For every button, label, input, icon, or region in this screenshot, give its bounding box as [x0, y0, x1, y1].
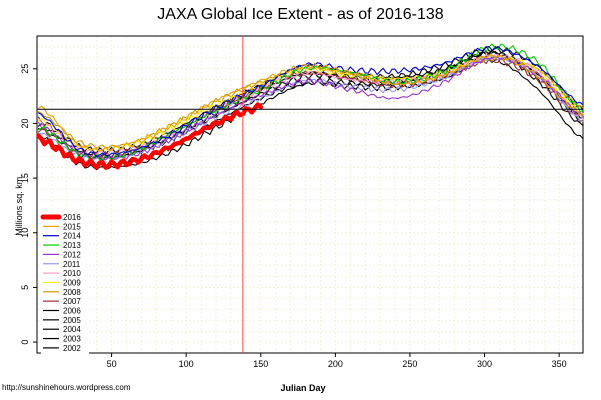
legend-label-2010: 2010: [63, 269, 81, 278]
series-line-2004: [37, 45, 584, 155]
legend-label-2013: 2013: [63, 241, 81, 250]
legend-label-2011: 2011: [63, 260, 81, 269]
legend-label-2002: 2002: [63, 344, 81, 353]
chart-title: JAXA Global Ice Extent - as of 2016-138: [157, 6, 444, 23]
series-line-2014: [37, 45, 584, 158]
source-url: http://sunshinehours.wordpress.com: [2, 383, 131, 392]
legend-label-2004: 2004: [63, 325, 81, 334]
x-axis-label: Julian Day: [280, 383, 326, 393]
series-line-2015: [37, 54, 584, 152]
legend-label-2007: 2007: [63, 297, 81, 306]
series-line-2013: [37, 43, 584, 161]
legend-label-2012: 2012: [63, 250, 81, 259]
plot-frame: [36, 35, 584, 354]
x-tick-label: 150: [253, 359, 268, 369]
y-tick-label: 25: [20, 64, 30, 74]
legend-label-2016: 2016: [63, 213, 81, 222]
x-tick-label: 300: [477, 359, 492, 369]
legend-label-2014: 2014: [63, 232, 81, 241]
series-line-2006: [37, 50, 584, 168]
x-tick-label: 100: [179, 359, 194, 369]
y-tick-label: 0: [20, 340, 30, 345]
legend-label-2005: 2005: [63, 316, 81, 325]
x-tick-label: 350: [552, 359, 567, 369]
y-tick-label: 15: [20, 173, 30, 183]
series-line-2012: [37, 56, 584, 161]
legend-label-2003: 2003: [63, 335, 81, 344]
legend-label-2008: 2008: [63, 288, 81, 297]
series-line-2007: [37, 56, 584, 159]
series-line-2016: [36, 102, 264, 170]
x-tick-label: 200: [328, 359, 343, 369]
series-line-2005: [37, 49, 584, 161]
legend-label-2006: 2006: [63, 307, 81, 316]
y-tick-label: 10: [20, 228, 30, 238]
x-tick-label: 250: [402, 359, 417, 369]
y-tick-label: 20: [20, 118, 30, 128]
x-tick-label: 50: [107, 359, 117, 369]
legend-label-2009: 2009: [63, 278, 81, 287]
y-tick-label: 5: [20, 285, 30, 290]
legend-label-2015: 2015: [63, 222, 81, 231]
